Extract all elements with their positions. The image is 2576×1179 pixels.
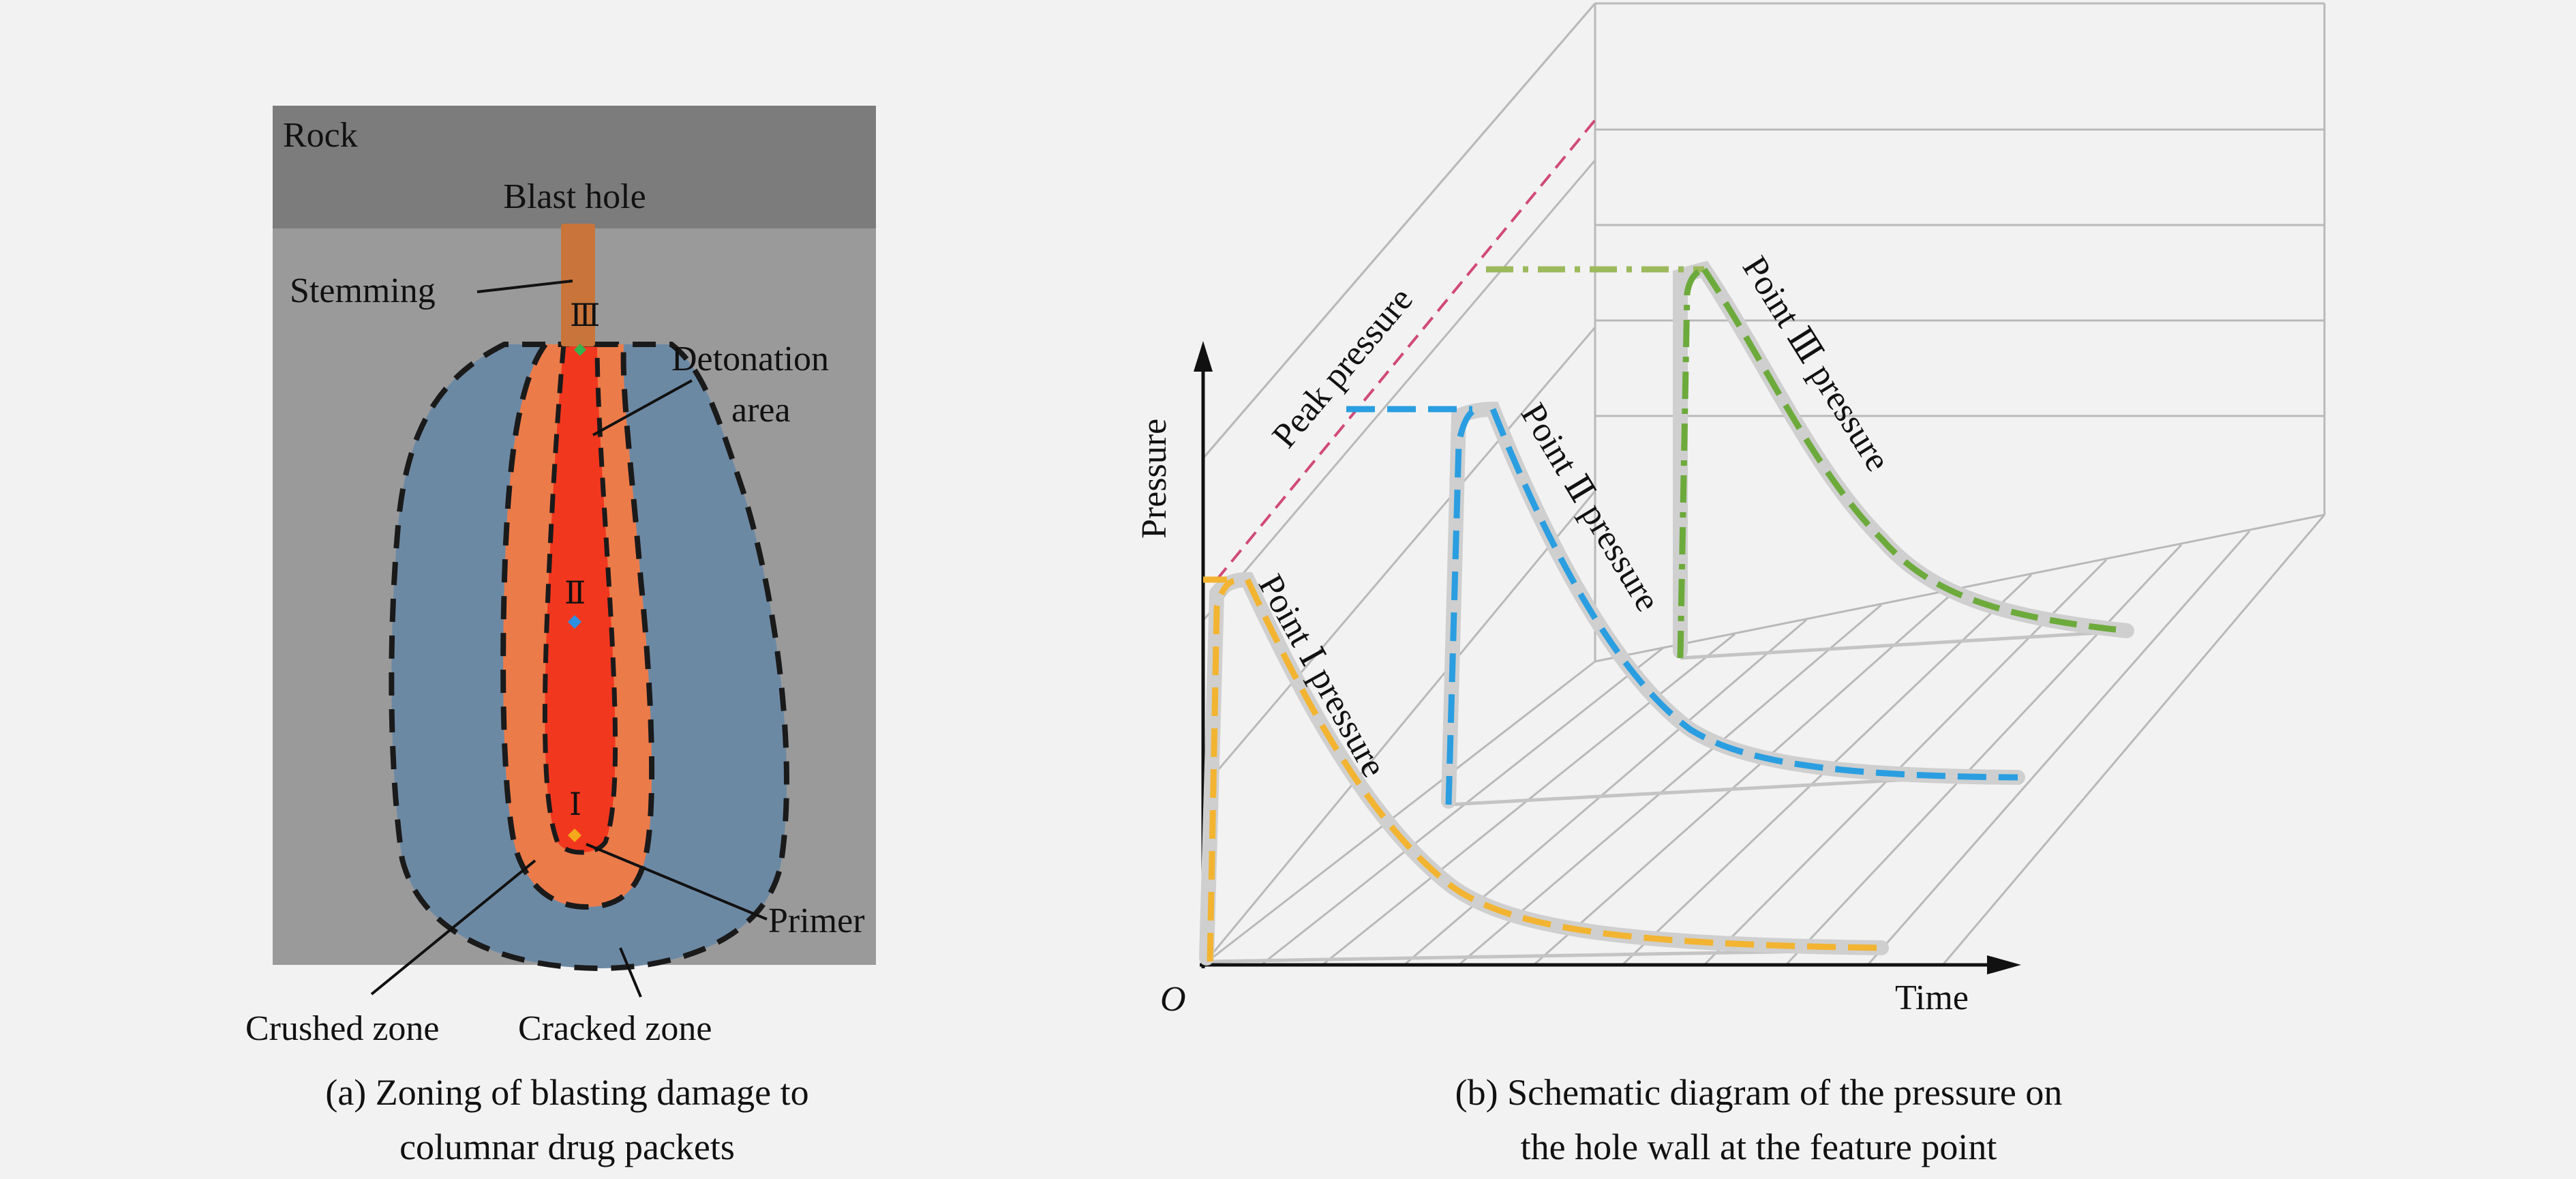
origin-label: O (1160, 980, 1186, 1019)
point-III-marker (574, 344, 586, 356)
point-II-marker (568, 615, 581, 629)
rock-top-layer (273, 106, 876, 228)
crushed-zone-leader (370, 859, 536, 996)
cracked-zone-label: Cracked zone (518, 1009, 712, 1048)
point-III-label: Ⅲ (570, 298, 600, 333)
crushed-zone-label: Crushed zone (245, 1009, 439, 1048)
x-axis-arrow (1987, 955, 2021, 974)
caption-b-line1: (b) Schematic diagram of the pressure on (1455, 1072, 2063, 1113)
floor-lines (1260, 531, 2251, 966)
point-I-marker (568, 829, 581, 842)
y-axis-arrow (1194, 341, 1213, 372)
peak-pressure-line (1215, 115, 1600, 581)
detonation-area (542, 342, 618, 855)
point-II-curve (1346, 401, 2025, 809)
x-axis-label: Time (1895, 979, 1969, 1017)
caption-b-line2: the hole wall at the feature point (1521, 1126, 1997, 1167)
detonation-area-label-line2: area (731, 391, 791, 430)
point-I-label: Ⅰ (569, 787, 581, 822)
side-wall-lines (1202, 3, 1596, 966)
stemming-label: Stemming (290, 271, 436, 310)
rock-label: Rock (283, 116, 358, 155)
point-II-label: Ⅱ (564, 576, 586, 610)
stemming-column (561, 224, 595, 346)
blast-hole-label: Blast hole (503, 177, 646, 216)
caption-a-line1: (a) Zoning of blasting damage to (325, 1072, 808, 1113)
y-axis-label: Pressure (1135, 419, 1174, 539)
curve-baselines (1209, 629, 2134, 964)
point-III-curve (1486, 260, 2134, 659)
back-wall-lines (1595, 128, 2324, 417)
primer-label: Primer (768, 901, 865, 940)
detonation-area-label-line1: Detonation (671, 340, 829, 378)
detonation-leader (592, 379, 693, 436)
panel-a: Rock Blast hole Stemming Detonation area… (245, 106, 876, 1167)
stemming-leader (476, 280, 573, 293)
primer-leader (586, 843, 768, 921)
caption-a-line2: columnar drug packets (399, 1126, 735, 1167)
cracked-zone-leader (619, 947, 642, 998)
point-I-curve (1199, 571, 1889, 966)
